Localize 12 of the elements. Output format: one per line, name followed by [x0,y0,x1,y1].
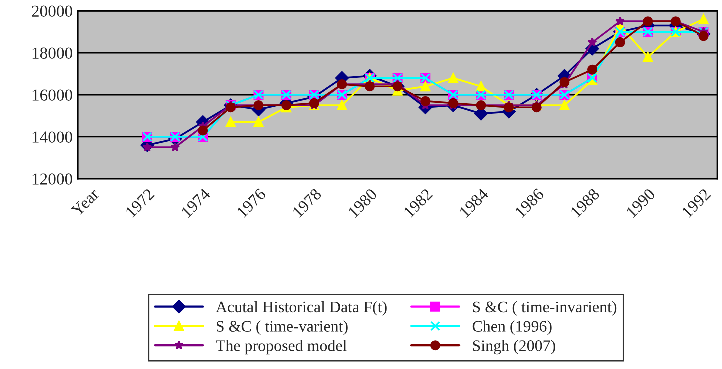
legend-label: Acutal Historical Data F(t) [216,301,387,316]
y-tick-label: 18000 [32,48,72,59]
y-tick-label: 16000 [32,90,72,101]
y-tick-label: 20000 [32,6,72,18]
x-tick-label: Year [70,188,100,218]
legend-label: Chen (1996) [472,320,552,336]
legend-label: Singh (2007) [473,340,556,355]
legend-label: S &C ( time-varient) [217,320,348,336]
y-tick-label: 14000 [32,132,72,143]
legend-label: The proposed model [216,340,347,355]
y-tick-label: 12000 [32,174,72,185]
legend-label: S &C ( time-invarient) [473,301,617,316]
